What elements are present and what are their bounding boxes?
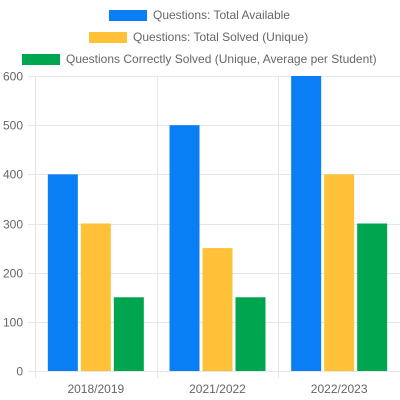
bar-series2-cat1 [235,297,266,371]
bar-series0-cat1 [169,125,200,372]
bar-series2-cat0 [113,297,144,371]
axis-layer: 0 100 200 300 400 500 600 2018/2019 2021/2022 202… [3,70,368,397]
legend-swatch-total-solved [89,31,127,43]
y-tick-label-0: 0 [16,365,23,379]
legend-item-correctly-solved[interactable]: Questions Correctly Solved (Unique, Aver… [22,52,377,66]
bar-series1-cat1 [202,248,233,371]
y-tick-label-600: 600 [3,70,23,84]
bar-series1-cat0 [80,223,111,371]
x-tick-label-2: 2022/2023 [311,382,368,396]
bar-series0-cat0 [47,174,78,371]
bars-layer [47,76,388,372]
y-tick-label-500: 500 [3,119,23,133]
x-tick-label-1: 2021/2022 [189,382,246,396]
y-tick-label-300: 300 [3,218,23,232]
legend-item-total-solved[interactable]: Questions: Total Solved (Unique) [89,30,308,44]
bar-series0-cat2 [291,76,322,371]
chart-legend: Questions: Total Available Questions: To… [0,0,400,70]
bar-series1-cat2 [324,174,355,371]
legend-label-total-solved: Questions: Total Solved (Unique) [133,30,309,44]
y-tick-label-100: 100 [3,316,23,330]
legend-label-correctly-solved: Questions Correctly Solved (Unique, Aver… [66,52,377,66]
y-tick-label-200: 200 [3,267,23,281]
legend-swatch-correctly-solved [22,53,60,65]
legend-label-total-available: Questions: Total Available [153,8,290,22]
bar-series2-cat2 [357,223,388,371]
legend-swatch-total-available [109,9,147,21]
x-tick-label-0: 2018/2019 [67,382,124,396]
legend-item-total-available[interactable]: Questions: Total Available [109,8,290,22]
y-tick-label-400: 400 [3,168,23,182]
